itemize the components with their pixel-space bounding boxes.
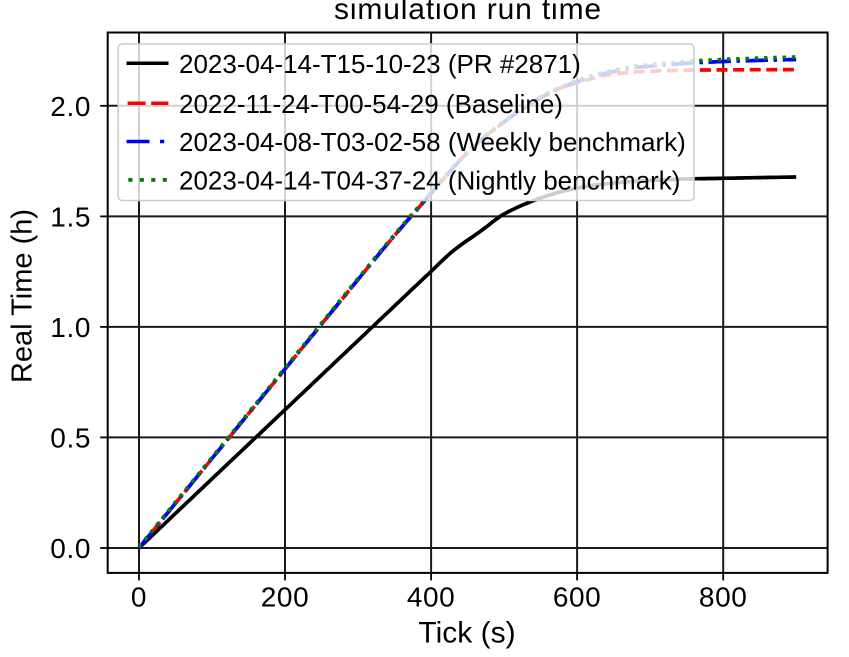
svg-text:0: 0 bbox=[131, 582, 147, 613]
svg-text:200: 200 bbox=[261, 582, 310, 613]
svg-text:2023-04-14-T04-37-24 (Nightly: 2023-04-14-T04-37-24 (Nightly benchmark) bbox=[179, 166, 680, 196]
svg-text:1.5: 1.5 bbox=[50, 202, 91, 233]
svg-text:0.0: 0.0 bbox=[50, 533, 91, 564]
svg-text:800: 800 bbox=[699, 582, 748, 613]
svg-text:400: 400 bbox=[407, 582, 456, 613]
svg-text:1.0: 1.0 bbox=[50, 312, 91, 343]
svg-text:2.0: 2.0 bbox=[50, 91, 91, 122]
svg-text:Tick (s): Tick (s) bbox=[418, 616, 515, 649]
svg-text:simulation run time: simulation run time bbox=[334, 0, 602, 26]
svg-text:2023-04-14-T15-10-23 (PR #2871: 2023-04-14-T15-10-23 (PR #2871) bbox=[179, 49, 581, 79]
svg-text:Real Time (h): Real Time (h) bbox=[7, 209, 39, 383]
svg-text:2023-04-08-T03-02-58 (Weekly b: 2023-04-08-T03-02-58 (Weekly benchmark) bbox=[179, 127, 686, 157]
svg-text:0.5: 0.5 bbox=[50, 423, 91, 454]
svg-text:2022-11-24-T00-54-29 (Baseline: 2022-11-24-T00-54-29 (Baseline) bbox=[179, 89, 563, 119]
svg-text:600: 600 bbox=[553, 582, 602, 613]
